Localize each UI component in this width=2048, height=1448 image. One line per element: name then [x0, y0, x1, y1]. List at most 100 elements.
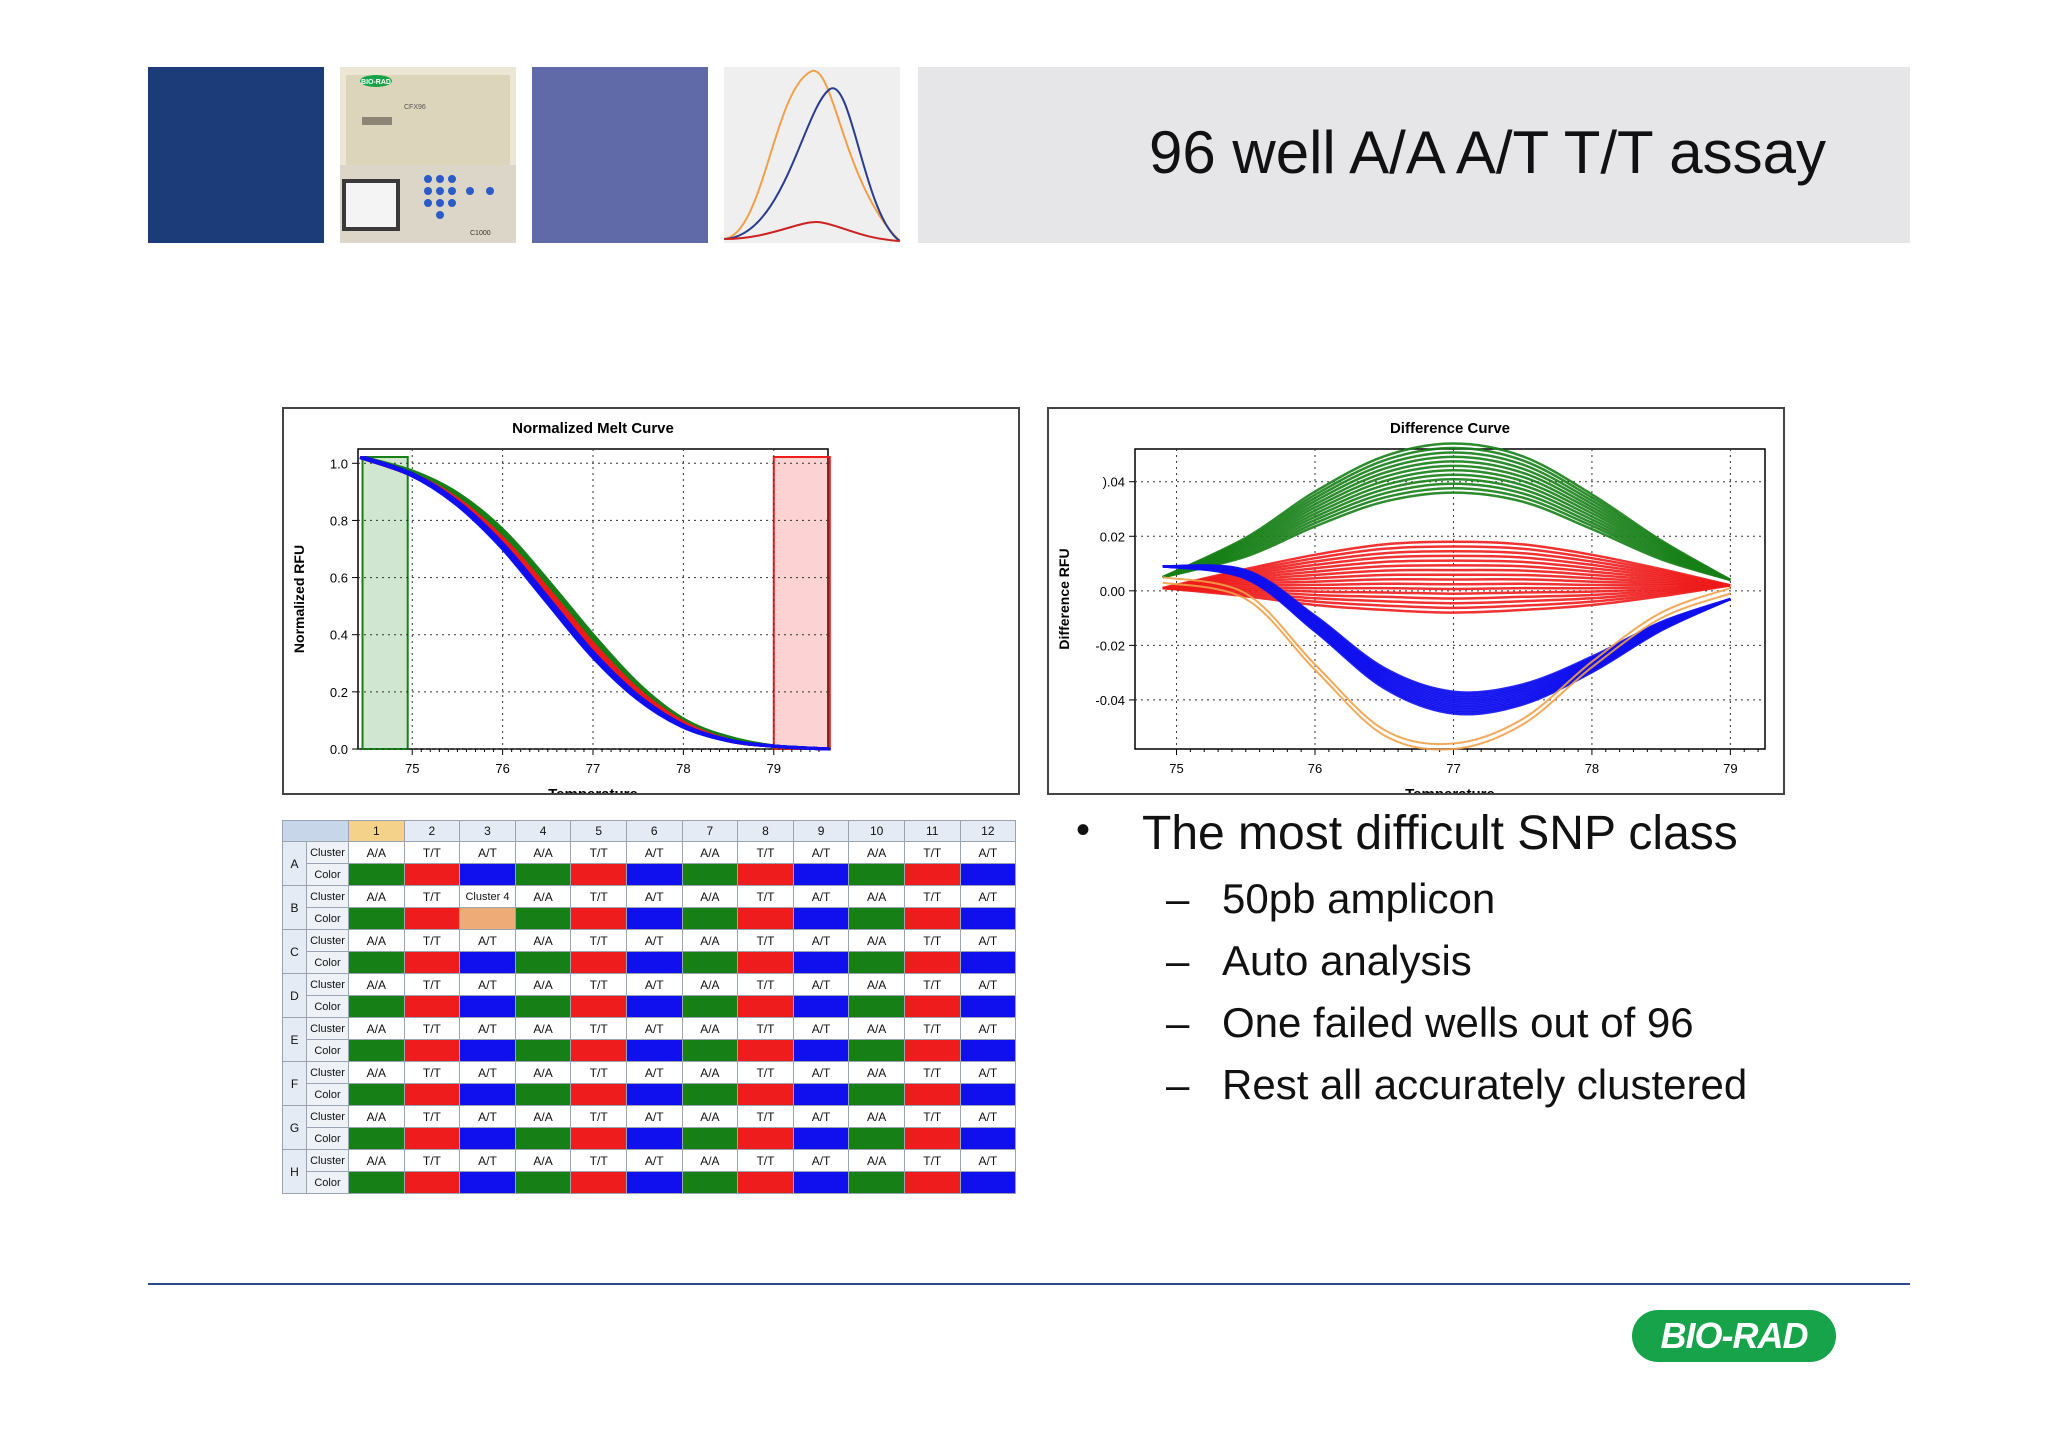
well-cluster-cell[interactable]: T/T — [737, 1017, 794, 1040]
well-color-cell[interactable] — [903, 1039, 961, 1062]
plate-column-header[interactable]: 11 — [903, 820, 961, 842]
well-color-cell[interactable] — [348, 863, 405, 886]
well-cluster-cell[interactable]: A/T — [792, 841, 850, 864]
well-cluster-cell[interactable]: T/T — [903, 973, 961, 996]
well-color-cell[interactable] — [514, 951, 572, 974]
well-color-cell[interactable] — [348, 1039, 405, 1062]
well-color-cell[interactable] — [459, 951, 516, 974]
well-cluster-cell[interactable]: A/A — [848, 1017, 905, 1040]
well-color-cell[interactable] — [848, 1127, 905, 1150]
well-cluster-cell[interactable]: T/T — [570, 885, 627, 908]
well-color-cell[interactable] — [903, 1083, 961, 1106]
well-color-cell[interactable] — [514, 1127, 572, 1150]
well-color-cell[interactable] — [403, 1171, 461, 1194]
well-color-cell[interactable] — [737, 1127, 794, 1150]
well-cluster-cell[interactable]: T/T — [570, 1149, 627, 1172]
well-color-cell[interactable] — [959, 1171, 1017, 1194]
well-cluster-cell[interactable]: A/A — [348, 1061, 405, 1084]
well-cluster-cell[interactable]: A/T — [459, 1017, 516, 1040]
well-color-cell[interactable] — [737, 995, 794, 1018]
well-cluster-cell[interactable]: A/T — [959, 973, 1017, 996]
well-cluster-cell[interactable]: T/T — [737, 973, 794, 996]
well-cluster-cell[interactable]: A/A — [348, 1017, 405, 1040]
plate-row-header[interactable]: E — [282, 1017, 307, 1062]
well-cluster-cell[interactable]: A/A — [681, 973, 739, 996]
well-color-cell[interactable] — [959, 863, 1017, 886]
well-color-cell[interactable] — [514, 907, 572, 930]
well-cluster-cell[interactable]: A/A — [348, 841, 405, 864]
well-color-cell[interactable] — [959, 1039, 1017, 1062]
well-color-cell[interactable] — [848, 863, 905, 886]
well-cluster-cell[interactable]: T/T — [403, 1105, 461, 1128]
well-cluster-cell[interactable]: A/T — [459, 1061, 516, 1084]
well-cluster-cell[interactable]: T/T — [903, 885, 961, 908]
well-cluster-cell[interactable]: T/T — [737, 929, 794, 952]
well-cluster-cell[interactable]: T/T — [403, 1061, 461, 1084]
well-color-cell[interactable] — [403, 951, 461, 974]
plate-row-header[interactable]: C — [282, 929, 307, 974]
well-cluster-cell[interactable]: T/T — [737, 1149, 794, 1172]
well-color-cell[interactable] — [459, 995, 516, 1018]
well-color-cell[interactable] — [792, 907, 850, 930]
well-cluster-cell[interactable]: A/T — [792, 1017, 850, 1040]
plate-column-header[interactable]: 1 — [348, 820, 405, 842]
well-cluster-cell[interactable]: T/T — [403, 885, 461, 908]
plate-row-header[interactable]: H — [282, 1149, 307, 1194]
well-cluster-cell[interactable]: A/A — [514, 1061, 572, 1084]
well-cluster-cell[interactable]: T/T — [903, 1061, 961, 1084]
well-color-cell[interactable] — [348, 1127, 405, 1150]
well-cluster-cell[interactable]: T/T — [403, 929, 461, 952]
plate-column-header[interactable]: 4 — [514, 820, 572, 842]
well-color-cell[interactable] — [348, 907, 405, 930]
well-cluster-cell[interactable]: A/A — [848, 973, 905, 996]
well-color-cell[interactable] — [903, 951, 961, 974]
well-cluster-cell[interactable]: Cluster 4 — [459, 885, 516, 908]
well-cluster-cell[interactable]: T/T — [903, 1017, 961, 1040]
well-color-cell[interactable] — [625, 907, 683, 930]
plate-row-header[interactable]: G — [282, 1105, 307, 1150]
well-color-cell[interactable] — [514, 1083, 572, 1106]
plate-column-header[interactable]: 7 — [681, 820, 739, 842]
well-color-cell[interactable] — [959, 951, 1017, 974]
well-color-cell[interactable] — [903, 1127, 961, 1150]
plate-column-header[interactable]: 9 — [792, 820, 850, 842]
well-color-cell[interactable] — [514, 995, 572, 1018]
well-cluster-cell[interactable]: A/A — [848, 1105, 905, 1128]
well-cluster-cell[interactable]: T/T — [403, 841, 461, 864]
well-color-cell[interactable] — [681, 1171, 739, 1194]
well-color-cell[interactable] — [737, 1083, 794, 1106]
well-color-cell[interactable] — [625, 995, 683, 1018]
well-color-cell[interactable] — [625, 1083, 683, 1106]
well-color-cell[interactable] — [403, 863, 461, 886]
well-color-cell[interactable] — [792, 863, 850, 886]
well-cluster-cell[interactable]: A/A — [348, 885, 405, 908]
well-color-cell[interactable] — [459, 1039, 516, 1062]
well-color-cell[interactable] — [403, 995, 461, 1018]
well-color-cell[interactable] — [903, 995, 961, 1018]
well-cluster-cell[interactable]: A/T — [625, 1061, 683, 1084]
well-cluster-cell[interactable]: A/T — [792, 973, 850, 996]
well-cluster-cell[interactable]: A/A — [348, 973, 405, 996]
well-cluster-cell[interactable]: A/A — [348, 1105, 405, 1128]
well-cluster-cell[interactable]: A/T — [959, 841, 1017, 864]
well-color-cell[interactable] — [792, 995, 850, 1018]
well-color-cell[interactable] — [459, 1171, 516, 1194]
well-cluster-cell[interactable]: T/T — [903, 929, 961, 952]
well-cluster-cell[interactable]: A/A — [514, 973, 572, 996]
well-cluster-cell[interactable]: A/T — [459, 973, 516, 996]
well-cluster-cell[interactable]: A/A — [348, 1149, 405, 1172]
well-color-cell[interactable] — [570, 1083, 627, 1106]
well-cluster-cell[interactable]: A/A — [681, 1017, 739, 1040]
well-cluster-cell[interactable]: A/A — [848, 885, 905, 908]
well-cluster-cell[interactable]: A/T — [459, 1105, 516, 1128]
well-color-cell[interactable] — [403, 907, 461, 930]
well-cluster-cell[interactable]: T/T — [570, 841, 627, 864]
well-color-cell[interactable] — [681, 1039, 739, 1062]
well-cluster-cell[interactable]: T/T — [403, 1017, 461, 1040]
well-cluster-cell[interactable]: A/A — [848, 1061, 905, 1084]
well-color-cell[interactable] — [514, 863, 572, 886]
well-cluster-cell[interactable]: A/T — [459, 1149, 516, 1172]
well-color-cell[interactable] — [959, 1127, 1017, 1150]
well-color-cell[interactable] — [403, 1039, 461, 1062]
well-color-cell[interactable] — [625, 1171, 683, 1194]
